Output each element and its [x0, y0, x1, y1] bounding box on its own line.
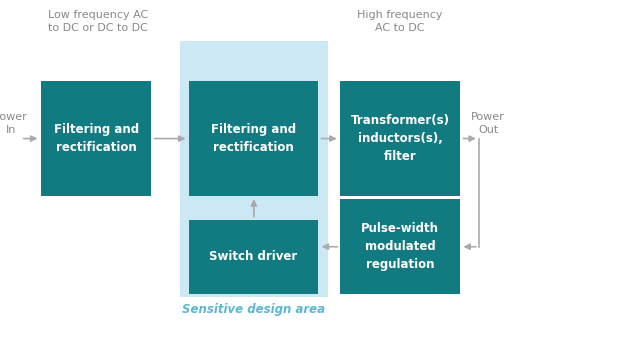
- Text: Low frequency AC
to DC or DC to DC: Low frequency AC to DC or DC to DC: [47, 10, 148, 33]
- Bar: [189, 81, 318, 196]
- Bar: [340, 199, 460, 294]
- Text: Filtering and
rectification: Filtering and rectification: [211, 123, 296, 154]
- Bar: [189, 220, 318, 294]
- Text: Power
In: Power In: [0, 112, 28, 135]
- Text: Pulse-width
modulated
regulation: Pulse-width modulated regulation: [361, 222, 439, 271]
- Bar: [340, 81, 460, 196]
- Text: Power
Out: Power Out: [471, 112, 505, 135]
- Bar: [180, 41, 328, 297]
- Text: Switch driver: Switch driver: [209, 250, 298, 263]
- Text: Filtering and
rectification: Filtering and rectification: [54, 123, 139, 154]
- Text: Sensitive design area: Sensitive design area: [183, 303, 325, 315]
- Text: High frequency
AC to DC: High frequency AC to DC: [357, 10, 443, 33]
- Text: Transformer(s)
inductors(s),
filter: Transformer(s) inductors(s), filter: [350, 114, 450, 163]
- Bar: [41, 81, 151, 196]
